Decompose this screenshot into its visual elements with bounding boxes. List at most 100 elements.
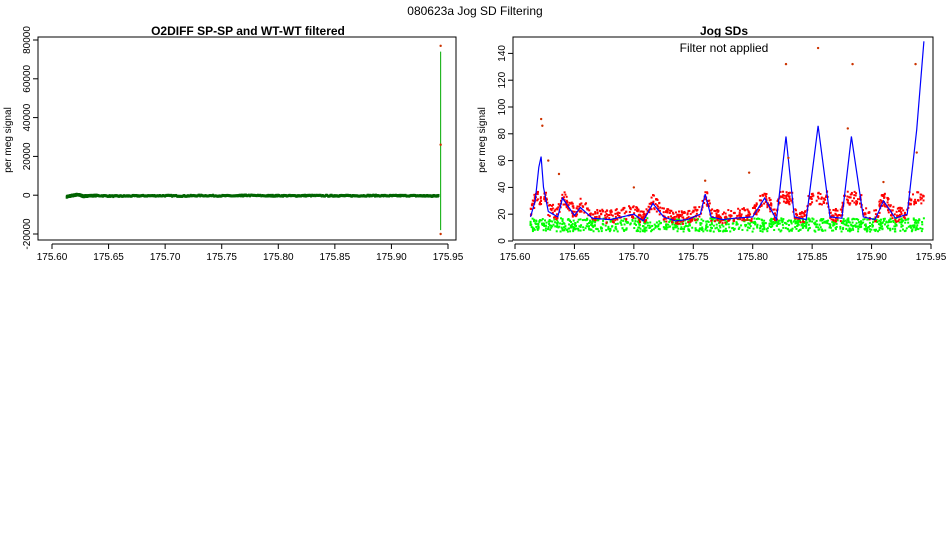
jog-lower-point [787, 219, 790, 222]
jog-upper-point [591, 213, 594, 216]
jog-lower-point [877, 230, 880, 233]
jog-lower-point [658, 220, 661, 223]
jog-upper-point [655, 210, 658, 213]
jog-lower-point [732, 228, 735, 231]
jog-lower-point [922, 217, 925, 220]
jog-lower-point [600, 230, 603, 233]
jog-upper-point [835, 220, 838, 223]
jog-lower-point [579, 229, 582, 232]
jog-lower-point [634, 220, 637, 223]
right-y-tick-label: 120 [497, 71, 508, 88]
jog-lower-point [820, 228, 823, 231]
jog-upper-point [903, 211, 906, 214]
jog-lower-point [573, 223, 576, 226]
jog-lower-point [532, 220, 535, 223]
jog-upper-point [715, 215, 718, 218]
jog-lower-point [649, 221, 652, 224]
jog-lower-point [591, 224, 594, 227]
jog-lower-point [748, 223, 751, 226]
jog-lower-point [899, 218, 902, 221]
o2diff-point [230, 194, 233, 198]
jog-upper-point [566, 201, 569, 204]
jog-upper-point [809, 197, 812, 200]
o2diff-point [326, 193, 329, 197]
jog-upper-point [679, 220, 682, 223]
left-x-tick-label: 175.75 [206, 252, 237, 263]
jog-lower-point [688, 219, 691, 222]
jog-upper-point [578, 205, 581, 208]
jog-lower-point [566, 229, 569, 232]
jog-lower-point [814, 223, 817, 226]
jog-lower-point [625, 227, 628, 230]
jog-upper-point [547, 213, 550, 216]
jog-upper-point [638, 219, 641, 222]
jog-upper-point [895, 220, 898, 223]
jog-outlier-point [882, 180, 885, 184]
jog-lower-point [917, 221, 920, 224]
jog-lower-point [882, 219, 885, 222]
o2diff-point [158, 193, 161, 197]
jog-upper-point [839, 208, 842, 211]
jog-upper-point [563, 191, 566, 194]
jog-lower-point [731, 222, 734, 225]
jog-upper-point [886, 198, 889, 201]
jog-lower-point [781, 223, 784, 226]
o2diff-point [210, 194, 213, 198]
jog-lower-point [845, 227, 848, 230]
jog-lower-point [594, 221, 597, 224]
jog-lower-point [878, 226, 881, 229]
jog-upper-point [631, 214, 634, 217]
jog-upper-point [853, 194, 856, 197]
jog-lower-point [652, 228, 655, 231]
right-y-tick-label: 40 [497, 181, 508, 193]
jog-lower-point [842, 217, 845, 220]
jog-lower-point [757, 217, 760, 220]
jog-upper-point [594, 211, 597, 214]
jog-upper-point [794, 217, 797, 220]
jog-upper-point [670, 209, 673, 212]
o2diff-point [160, 194, 163, 198]
jog-lower-point [875, 228, 878, 231]
left-panel: O2DIFF SP-SP and WT-WT filtered per meg … [3, 24, 464, 263]
jog-lower-point [724, 219, 727, 222]
jog-upper-point [746, 218, 749, 221]
jog-upper-point [686, 212, 689, 215]
jog-upper-point [666, 210, 669, 213]
jog-lower-point [748, 219, 751, 222]
jog-lower-point [847, 221, 850, 224]
jog-upper-point [914, 198, 917, 201]
jog-lower-point [752, 227, 755, 230]
jog-lower-point [668, 220, 671, 223]
jog-lower-point [589, 221, 592, 224]
jog-lower-point [537, 227, 540, 230]
jog-upper-point [539, 197, 542, 200]
jog-upper-point [674, 222, 677, 225]
jog-upper-point [727, 209, 730, 212]
jog-lower-point [771, 221, 774, 224]
jog-upper-point [614, 212, 617, 215]
jog-lower-point [790, 222, 793, 225]
jog-upper-point [899, 208, 902, 211]
jog-upper-point [667, 216, 670, 219]
o2diff-point [245, 194, 248, 198]
jog-lower-point [621, 227, 624, 230]
jog-upper-point [917, 191, 920, 194]
jog-upper-point [721, 222, 724, 225]
jog-lower-point [887, 224, 890, 227]
jog-upper-point [632, 216, 635, 219]
jog-lower-point [590, 222, 593, 225]
o2diff-point [222, 194, 225, 198]
jog-lower-point [902, 219, 905, 222]
jog-outlier-point [787, 156, 790, 160]
jog-lower-point [847, 219, 850, 222]
jog-upper-point [652, 194, 655, 197]
jog-upper-point [900, 211, 903, 214]
jog-upper-point [730, 214, 733, 217]
jog-lower-point [862, 221, 865, 224]
jog-upper-point [704, 198, 707, 201]
jog-lower-point [677, 227, 680, 230]
jog-upper-point [788, 195, 791, 198]
jog-upper-point [675, 215, 678, 218]
jog-upper-point [674, 211, 677, 214]
jog-lower-point [574, 227, 577, 230]
